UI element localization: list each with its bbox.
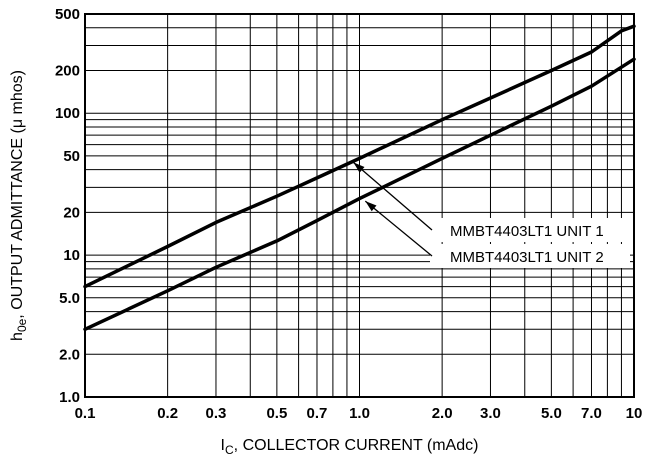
x-axis-label-rest: , COLLECTOR CURRENT (mAdc) [234,437,479,454]
y-axis-label: h0e, OUTPUT ADMITTANCE (μ mhos) [9,70,29,341]
y-tick-label: 5.0 [59,290,80,307]
x-tick-label: 1.0 [349,405,370,422]
y-tick-label: 50 [63,148,80,165]
grid [85,14,634,397]
x-tick-label: 5.0 [541,405,562,422]
x-tick-label: 0.7 [307,405,328,422]
y-tick-label: 2.0 [59,346,80,363]
x-tick-label: 10 [626,405,643,422]
x-tick-label: 0.5 [266,405,287,422]
x-tick-label: 7.0 [581,405,602,422]
x-tick-label: 3.0 [480,405,501,422]
annotation-leader [352,161,433,231]
x-axis-label: IC, COLLECTOR CURRENT (mAdc) [221,437,479,457]
annotation-label: MMBT4403LT1 UNIT 1 [450,223,604,240]
plot-frame [84,13,635,398]
y-tick-label: 1.0 [59,389,80,406]
y-tick-label: 500 [55,6,80,23]
x-tick-label: 0.1 [75,405,96,422]
annotation-label: MMBT4403LT1 UNIT 2 [450,249,604,266]
x-axis-label-main: I [221,437,225,454]
y-axis-label-main: h [9,332,26,341]
x-tick-label: 0.2 [157,405,178,422]
annotation-box [430,244,630,268]
y-axis-label-rest: , OUTPUT ADMITTANCE (μ mhos) [9,70,26,319]
annotations: MMBT4403LT1 UNIT 1 MMBT4403LT1 UNIT 2 [352,161,630,268]
y-tick-label: 100 [55,105,80,122]
annotation-box [430,218,630,242]
y-tick-label: 20 [63,204,80,221]
annotation-arrowhead [353,162,365,173]
y-tick-labels: 1.0 2.0 5.0 10 20 50 100 200 500 [55,6,80,406]
x-tick-label: 2.0 [432,405,453,422]
y-tick-label: 200 [55,62,80,79]
x-tick-labels: 0.1 0.2 0.3 0.5 0.7 1.0 2.0 3.0 5.0 7.0 10 [75,405,643,422]
series-line-unit-2 [83,57,636,332]
annotation-arrowhead [365,201,377,212]
annotation-leader [364,200,433,257]
x-axis-label-sub: C [225,443,234,457]
y-tick-label: 10 [63,247,80,264]
series-layer [83,24,636,332]
series-line-unit-1 [83,24,636,289]
x-tick-label: 0.3 [206,405,227,422]
y-axis-label-sub: 0e [15,318,29,332]
